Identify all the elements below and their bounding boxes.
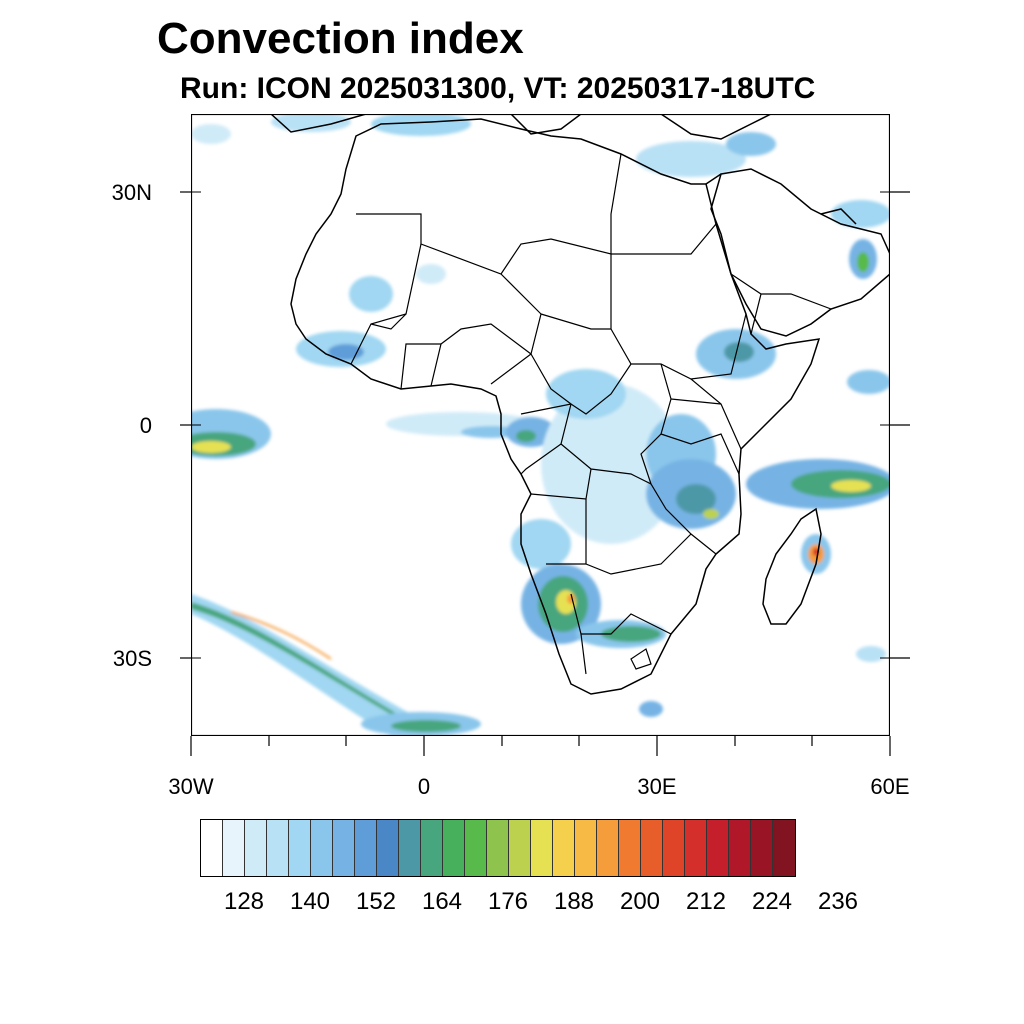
colorbar-box: [223, 820, 245, 876]
lon-label-30w: 30W: [168, 774, 214, 799]
lon-label-0: 0: [417, 774, 431, 799]
colorbar-box: [509, 820, 531, 876]
map-border: [191, 114, 890, 736]
colorbar-box: [707, 820, 729, 876]
colorbar-label: 236: [817, 888, 859, 915]
colorbar: [200, 819, 796, 877]
colorbar-box: [399, 820, 421, 876]
colorbar-label: 176: [487, 888, 529, 915]
colorbar-box: [289, 820, 311, 876]
colorbar-box: [377, 820, 399, 876]
colorbar-box: [267, 820, 289, 876]
colorbar-label: 128: [223, 888, 265, 915]
lon-label-60e: 60E: [870, 774, 910, 799]
colorbar-label: 224: [751, 888, 793, 915]
colorbar-box: [773, 820, 795, 876]
colorbar-box: [575, 820, 597, 876]
map-plot: [191, 114, 890, 736]
colorbar-box: [245, 820, 267, 876]
lat-label-30n: 30N: [111, 180, 152, 205]
country-borders: [350, 153, 833, 675]
colorbar-label: 152: [355, 888, 397, 915]
colorbar-box: [641, 820, 663, 876]
chart-subtitle: Run: ICON 2025031300, VT: 20250317-18UTC: [180, 72, 816, 105]
colorbar-box: [487, 820, 509, 876]
colorbar-box: [553, 820, 575, 876]
lat-label-30s: 30S: [112, 646, 152, 671]
colorbar-box: [311, 820, 333, 876]
colorbar-box: [333, 820, 355, 876]
colorbar-box: [355, 820, 377, 876]
colorbar-label: 140: [289, 888, 331, 915]
lat-label-0: 0: [139, 413, 152, 438]
colorbar-box: [685, 820, 707, 876]
coastlines: [191, 114, 890, 695]
colorbar-label: 200: [619, 888, 661, 915]
colorbar-box: [729, 820, 751, 876]
colorbar-label: 212: [685, 888, 727, 915]
colorbar-box: [201, 820, 223, 876]
colorbar-label: 188: [553, 888, 595, 915]
colorbar-box: [663, 820, 685, 876]
lon-label-30e: 30E: [637, 774, 677, 799]
colorbar-box: [597, 820, 619, 876]
colorbar-box: [421, 820, 443, 876]
colorbar-box: [531, 820, 553, 876]
colorbar-label: 164: [421, 888, 463, 915]
chart-title: Convection index: [157, 14, 524, 63]
colorbar-box: [751, 820, 773, 876]
convection-field: [191, 114, 890, 736]
colorbar-box: [465, 820, 487, 876]
map-ticks: [191, 191, 890, 659]
colorbar-box: [619, 820, 641, 876]
colorbar-box: [443, 820, 465, 876]
